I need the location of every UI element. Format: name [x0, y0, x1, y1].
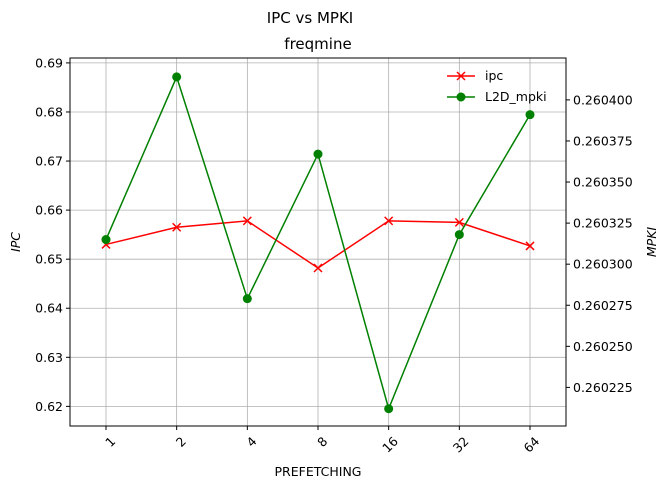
x-axis-label: PREFETCHING — [275, 464, 362, 479]
right-tick-label: 0.260325 — [573, 216, 633, 231]
right-y-axis-label: MPKI — [644, 227, 659, 258]
legend-marker-mpki — [456, 92, 466, 102]
data-point-mpki — [384, 404, 394, 414]
data-point-ipc — [242, 216, 252, 226]
legend-marker-ipc — [456, 71, 466, 81]
data-point-mpki — [172, 72, 182, 82]
right-axis-ticks: 0.260225 0.260250 0.260275 0.260300 0.260325… — [566, 92, 633, 395]
data-point-ipc — [313, 263, 323, 273]
data-point-mpki — [242, 294, 252, 304]
left-tick-label: 0.67 — [35, 154, 63, 169]
legend: ipc L2D_mpki — [447, 68, 547, 104]
right-tick-label: 0.260300 — [573, 257, 633, 272]
left-tick-label: 0.63 — [35, 350, 63, 365]
right-tick-label: 0.260375 — [573, 133, 633, 148]
data-point-mpki — [313, 149, 323, 159]
data-point-ipc — [384, 216, 394, 226]
left-tick-label: 0.65 — [35, 252, 63, 267]
data-point-mpki — [525, 110, 535, 120]
data-point-ipc — [172, 222, 182, 232]
right-tick-label: 0.260225 — [573, 380, 633, 395]
left-tick-label: 0.69 — [35, 55, 63, 70]
left-tick-label: 0.64 — [35, 301, 63, 316]
data-point-mpki — [101, 235, 111, 245]
left-tick-label: 0.62 — [35, 399, 63, 414]
chart-title: freqmine — [284, 35, 351, 53]
right-tick-label: 0.260350 — [573, 175, 633, 190]
data-point-ipc — [454, 217, 464, 227]
grid — [70, 58, 566, 426]
chart-suptitle: IPC vs MPKI — [267, 9, 353, 27]
left-tick-label: 0.66 — [35, 203, 63, 218]
left-tick-label: 0.68 — [35, 104, 63, 119]
right-tick-label: 0.260400 — [573, 92, 633, 107]
right-tick-label: 0.260275 — [573, 298, 633, 313]
data-point-ipc — [525, 241, 535, 251]
legend-label-mpki: L2D_mpki — [485, 89, 547, 104]
series-layer — [101, 72, 535, 414]
data-point-mpki — [454, 230, 464, 240]
left-axis-ticks: 0.62 0.63 0.64 0.65 0.66 0.67 0.68 0.69 — [35, 55, 70, 414]
plot-frame — [69, 57, 567, 427]
legend-label-ipc: ipc — [485, 68, 503, 83]
right-tick-label: 0.260250 — [573, 339, 633, 354]
left-y-axis-label: IPC — [8, 232, 23, 252]
